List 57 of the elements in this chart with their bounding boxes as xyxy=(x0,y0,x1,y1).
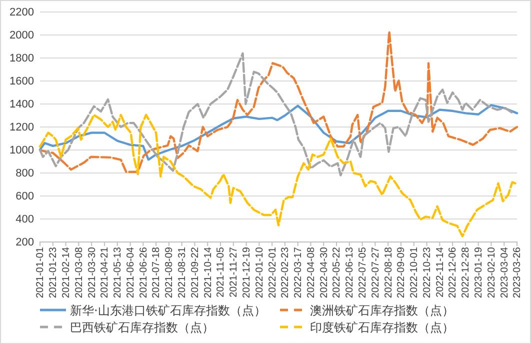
legend-label: 澳洲铁矿石库存指数（点） xyxy=(310,304,454,318)
x-tick-label: 2022-04-30 xyxy=(318,246,330,298)
y-tick-label: 1400 xyxy=(10,98,34,111)
x-tick-label: 2021-09-22 xyxy=(190,246,201,298)
y-tick-label: 2000 xyxy=(10,30,34,42)
x-tick-label: 2022-02-23 xyxy=(280,246,292,298)
line-series xyxy=(38,30,518,173)
x-tick-label: 2022-06-13 xyxy=(344,246,356,298)
y-tick-label: 1200 xyxy=(10,122,34,134)
x-tick-label: 2021-02-14 xyxy=(60,246,72,298)
x-tick-label: 2021-05-13 xyxy=(112,246,124,298)
x-tick-label: 2022-03-17 xyxy=(293,246,304,298)
x-tick-label: 2021-11-27 xyxy=(228,246,240,298)
y-tick-label: 600 xyxy=(16,190,34,203)
y-tick-label: 1600 xyxy=(10,76,34,88)
x-tick-label: 2021-04-21 xyxy=(100,246,111,298)
x-tick-label: 2021-11-05 xyxy=(216,246,227,298)
x-tick-label: 2023-01-19 xyxy=(474,246,485,298)
x-tick-label: 2022-08-18 xyxy=(383,246,394,298)
x-tick-label: 2021-07-18 xyxy=(151,246,162,298)
legend-label: 新华·山东港口铁矿石库存指数（点） xyxy=(70,304,266,318)
x-tick-label: 2022-10-23 xyxy=(422,246,433,298)
y-tick-label: 2200 xyxy=(10,6,34,19)
line-series xyxy=(38,114,516,238)
x-tick-label: 2022-07-27 xyxy=(370,246,382,298)
y-tick-label: 1800 xyxy=(10,52,34,65)
x-tick-label: 2022-07-05 xyxy=(357,246,368,298)
x-tick-label: 2021-10-14 xyxy=(202,246,214,298)
x-tick-label: 2022-12-06 xyxy=(448,246,459,298)
y-tick-label: 1000 xyxy=(10,144,34,157)
x-tick-label: 2021-03-08 xyxy=(74,246,85,298)
x-tick-label: 2021-08-09 xyxy=(164,246,176,298)
legend-label: 印度铁矿石库存指数（点） xyxy=(310,320,454,334)
x-tick-label: 2022-02-01 xyxy=(267,246,278,298)
x-tick-label: 2023-03-26 xyxy=(512,246,524,298)
x-tick-label: 2021-03-30 xyxy=(86,246,98,298)
x-tick-label: 2021-01-23 xyxy=(48,246,60,298)
x-tick-label: 2022-10-01 xyxy=(409,246,420,298)
legend-label: 巴西铁矿石库存指数（点） xyxy=(70,320,214,334)
x-tick-label: 2021-08-31 xyxy=(177,246,188,298)
x-tick-label: 2023-03-04 xyxy=(499,246,510,298)
y-tick-label: 800 xyxy=(16,168,34,180)
x-tick-label: 2021-12-19 xyxy=(241,246,252,298)
x-tick-label: 2021-06-04 xyxy=(125,246,136,298)
x-tick-label: 2023-02-10 xyxy=(486,246,498,298)
x-tick-label: 2021-01-01 xyxy=(35,246,46,298)
y-tick-label: 200 xyxy=(16,236,34,249)
line-series xyxy=(38,104,518,161)
x-tick-label: 2022-11-14 xyxy=(434,246,446,298)
x-tick-label: 2022-12-28 xyxy=(460,246,472,298)
line-series xyxy=(38,52,514,176)
x-tick-label: 2022-04-08 xyxy=(306,246,317,298)
x-tick-label: 2022-09-09 xyxy=(396,246,408,298)
x-tick-label: 2022-05-22 xyxy=(332,246,343,298)
x-tick-label: 2021-06-26 xyxy=(138,246,150,298)
x-tick-label: 2022-01-10 xyxy=(254,246,266,298)
y-tick-label: 400 xyxy=(16,214,34,226)
